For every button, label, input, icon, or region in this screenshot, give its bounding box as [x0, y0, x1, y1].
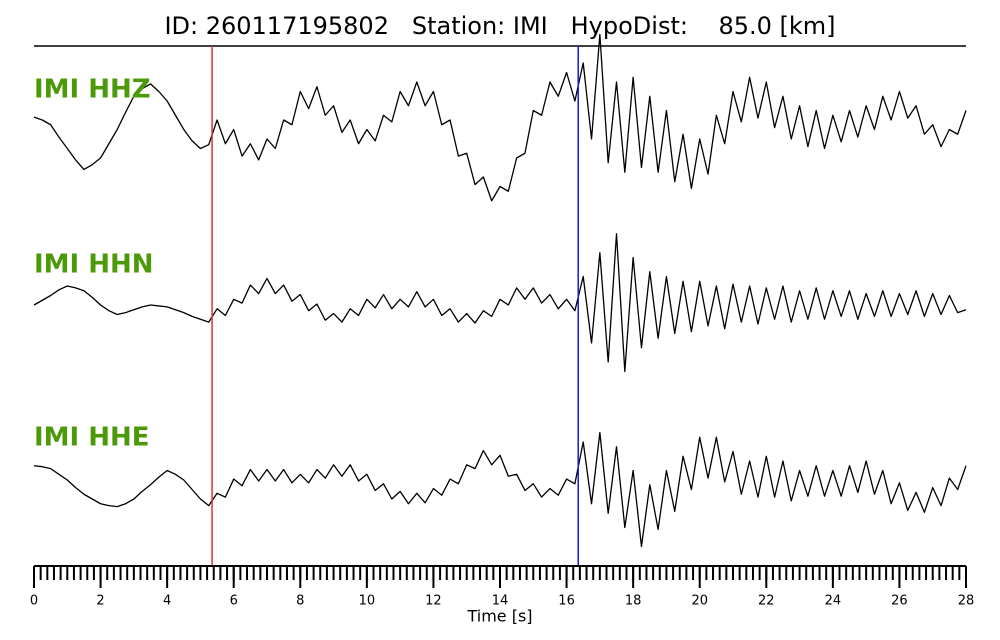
x-tick-label: 22 [758, 594, 775, 609]
x-tick-label: 28 [958, 594, 975, 609]
x-tick-label: 26 [891, 594, 908, 609]
x-tick-label: 14 [492, 594, 509, 609]
trace [33, 33, 967, 202]
x-tick-label: 8 [296, 594, 304, 609]
trace [33, 233, 967, 373]
x-tick-label: 12 [425, 594, 442, 609]
chart-title: ID: 260117195802 Station: IMI HypoDist: … [164, 12, 835, 40]
x-tick-label: 10 [359, 594, 376, 609]
trace-label: IMI HHE [34, 423, 150, 453]
x-tick-label: 6 [230, 594, 238, 609]
x-tick-label: 20 [691, 594, 708, 609]
x-tick-label: 2 [96, 594, 104, 609]
trace [33, 431, 967, 548]
x-tick-label: 24 [825, 594, 842, 609]
x-axis-label: Time [s] [466, 607, 532, 626]
x-tick-label: 0 [30, 594, 38, 609]
trace-label: IMI HHZ [34, 75, 151, 105]
x-tick-label: 4 [163, 594, 171, 609]
x-tick-label: 18 [625, 594, 642, 609]
trace-label: IMI HHN [34, 250, 154, 280]
x-tick-label: 16 [558, 594, 575, 609]
